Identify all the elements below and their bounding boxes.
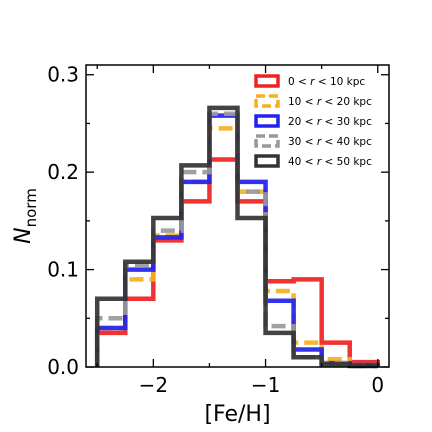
y-tick-label: 0.2 <box>47 160 79 184</box>
y-tick-label: 0.1 <box>47 258 79 282</box>
y-tick-label: 0.0 <box>47 355 79 379</box>
legend-swatch-4 <box>254 154 280 168</box>
plot-frame <box>85 64 390 368</box>
x-tick-label: −2 <box>139 373 168 397</box>
x-tick-label: −1 <box>251 373 280 397</box>
legend-label-4: 40 < r < 50 kpc <box>288 156 372 168</box>
y-axis-label-sub: norm <box>22 188 40 227</box>
tick-layer: −2 −1 0 0.0 0.1 0.2 0.3 <box>47 63 389 397</box>
legend-swatch-3 <box>254 134 280 148</box>
legend-swatch-2 <box>254 114 280 128</box>
y-axis-label: Nnorm <box>11 188 40 244</box>
legend-swatch-0 <box>254 74 280 88</box>
series-layer <box>94 105 381 369</box>
x-tick-label: 0 <box>371 373 384 397</box>
y-axis-label-main: N <box>11 227 36 243</box>
legend: 0 < r < 10 kpc 10 < r < 20 kpc 20 < r < 30… <box>254 74 372 168</box>
y-tick-label: 0.3 <box>47 63 79 87</box>
legend-label-1: 10 < r < 20 kpc <box>288 96 372 108</box>
x-axis-label: [Fe/H] <box>204 402 270 427</box>
legend-label-2: 20 < r < 30 kpc <box>288 116 372 128</box>
series-line-4 <box>94 105 381 369</box>
legend-label-0: 0 < r < 10 kpc <box>288 76 365 88</box>
legend-label-3: 30 < r < 40 kpc <box>288 136 372 148</box>
legend-swatch-1 <box>254 94 280 108</box>
